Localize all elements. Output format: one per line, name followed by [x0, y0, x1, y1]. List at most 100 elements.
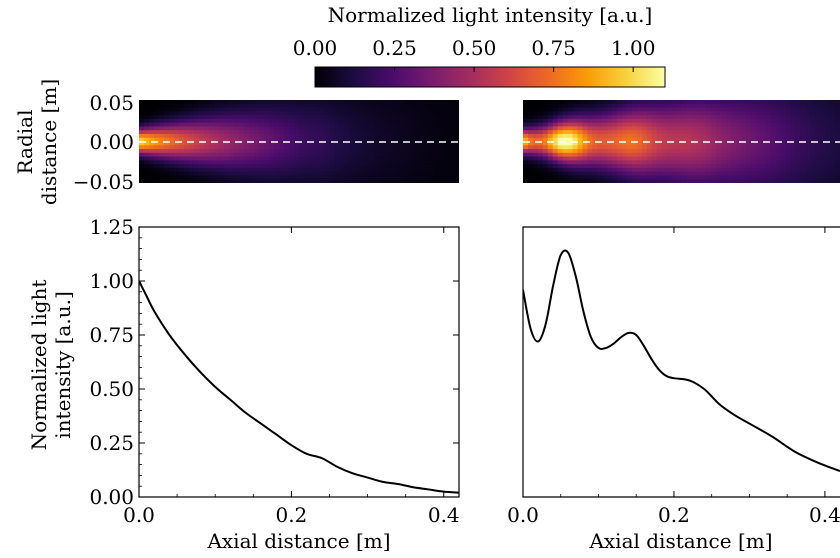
heatmap-left-cell	[189, 145, 195, 150]
heatmap-left-cell	[229, 115, 235, 120]
heatmap-right-cell	[735, 175, 742, 180]
heatmap-left-cell	[419, 171, 425, 177]
heatmap-left-cell	[369, 133, 375, 139]
heatmap-right-cell	[810, 137, 816, 143]
heatmap-right-cell	[691, 145, 697, 150]
heatmap-right-cell	[686, 145, 692, 150]
heatmap-left-cell	[414, 111, 420, 116]
heatmap-right-cell	[721, 126, 727, 131]
heatmap-right-cell	[557, 171, 564, 177]
heatmap-left-cell	[224, 137, 230, 143]
heatmap-left-cell	[274, 118, 280, 124]
heatmap-left-cell	[284, 137, 290, 143]
heatmap-right-cell	[587, 175, 593, 180]
heatmap-right-cell	[701, 103, 707, 109]
heatmap-right-cell	[631, 126, 638, 131]
heatmap-right-cell	[666, 118, 673, 124]
heatmap-right-cell	[706, 149, 712, 154]
heatmap-right-cell	[696, 137, 702, 143]
heatmap-left-cell	[369, 175, 375, 180]
heatmap-right-cell	[760, 133, 767, 139]
heatmap-right-cell	[627, 122, 633, 128]
heatmap-right-cell	[825, 122, 831, 128]
heatmap-left-cell	[234, 133, 240, 139]
heatmap-left-cell	[244, 141, 250, 146]
heatmap-right-cell	[612, 118, 618, 124]
heatmap-right-cell	[532, 156, 539, 161]
heatmap-left-cell	[164, 145, 170, 150]
heatmap-left-cell	[149, 115, 155, 120]
heatmap-left-cell	[439, 160, 445, 165]
heatmap-right-cell	[537, 115, 544, 120]
heatmap-right-cell	[681, 152, 688, 158]
heatmap-left-cell	[324, 130, 330, 135]
heatmap-right-cell	[572, 149, 579, 154]
heatmap-right-cell	[597, 111, 603, 116]
heatmap-right-cell	[835, 149, 840, 154]
heatmap-left-cell	[244, 179, 250, 183]
heatmap-right-cell	[820, 100, 826, 105]
heatmap-left-cell	[249, 160, 255, 165]
heatmap-left-panel	[139, 100, 459, 183]
heatmap-left-cell	[184, 175, 190, 180]
heatmap-left-cell	[354, 122, 360, 128]
heatmap-left-cell	[379, 156, 385, 161]
heatmap-right-cell	[656, 137, 663, 143]
heatmap-left-cell	[369, 115, 375, 120]
heatmap-right-cell	[622, 156, 628, 161]
heatmap-right-cell	[597, 156, 603, 161]
heatmap-left-cell	[449, 149, 455, 154]
heatmap-right-cell	[830, 126, 836, 131]
heatmap-right-cell	[681, 145, 688, 150]
heatmap-left-cell	[274, 145, 280, 150]
heatmap-right-cell	[691, 152, 697, 158]
heatmap-right-cell	[582, 100, 588, 105]
heatmap-right-cell	[825, 152, 831, 158]
heatmap-right-cell	[532, 137, 539, 143]
heatmap-right-cell	[735, 160, 742, 165]
heatmap-right-cell	[646, 100, 653, 105]
heatmap-right-cell	[656, 152, 663, 158]
heatmap-left-cell	[389, 149, 395, 154]
heatmap-right-cell	[557, 111, 564, 116]
heatmap-left-cell	[209, 137, 215, 143]
heatmap-right-cell	[612, 100, 618, 105]
heatmap-right-cell	[765, 115, 772, 120]
heatmap-left-cell	[214, 145, 220, 150]
heatmap-right-cell	[770, 122, 777, 128]
heatmap-left-cell	[144, 126, 150, 131]
heatmap-left-cell	[364, 133, 370, 139]
heatmap-left-cell	[209, 107, 215, 112]
heatmap-right-cell	[666, 130, 673, 135]
heatmap-right-cell	[676, 149, 683, 154]
heatmap-right-cell	[770, 160, 777, 165]
heatmap-right-cell	[716, 118, 722, 124]
heatmap-left-cell	[444, 130, 450, 135]
heatmap-right-cell	[716, 115, 722, 120]
heatmap-left-cell	[339, 130, 345, 135]
heatmap-right-cell	[636, 103, 643, 109]
heatmap-right-cell	[785, 171, 792, 177]
heatmap-left-cell	[189, 133, 195, 139]
heatmap-right-cell	[572, 175, 579, 180]
heatmap-right-cell	[716, 152, 722, 158]
heatmap-right-cell	[735, 156, 742, 161]
heatmap-left-cell	[439, 115, 445, 120]
line-xaxis: 0.0 0.2 0.4 0.0 0.2 0.4 Axial distance [m] A…	[123, 503, 840, 553]
heatmap-left-cell	[274, 122, 280, 128]
heatmap-right-cell	[567, 107, 574, 112]
heatmap-left-cell	[349, 141, 355, 146]
heatmap-left-cell	[254, 179, 260, 183]
heatmap-right-cell	[760, 115, 767, 120]
heatmap-left-cell	[424, 133, 430, 139]
heatmap-right-cell	[547, 145, 554, 150]
heatmap-right-cell	[597, 164, 603, 169]
heatmap-left-cell	[279, 160, 285, 165]
heatmap-left-cell	[204, 118, 210, 124]
heatmap-right-cell	[572, 122, 579, 128]
heatmap-right-cell	[815, 141, 821, 146]
colorbar-tick-label: 0.75	[531, 36, 576, 60]
heatmap-right-cell	[617, 111, 623, 116]
heatmap-left-cell	[324, 145, 330, 150]
heatmap-left-cell	[224, 122, 230, 128]
